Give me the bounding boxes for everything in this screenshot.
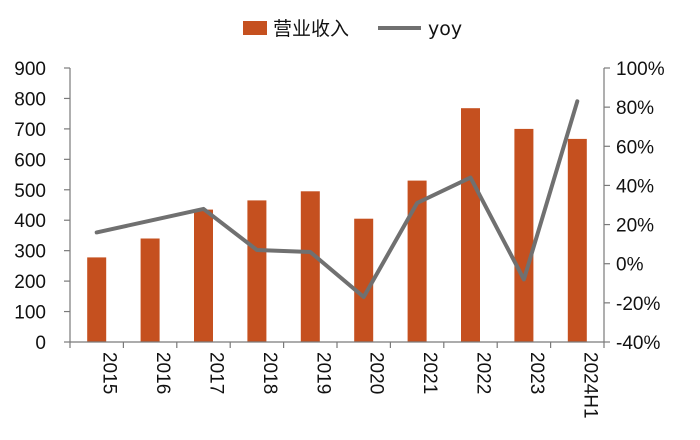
x-tick-label: 2016 [152, 352, 173, 394]
left-tick-label: 100 [14, 303, 46, 324]
left-tick-label: 400 [14, 211, 46, 232]
right-tick-label: 100% [616, 59, 665, 80]
left-tick-label: 300 [14, 242, 46, 263]
left-tick-label: 200 [14, 272, 46, 293]
right-tick-label: 0% [616, 255, 644, 276]
left-tick-label: 800 [14, 89, 46, 110]
x-tick-label: 2022 [473, 352, 494, 394]
left-tick-label: 0 [35, 333, 46, 354]
x-tick-label: 2020 [366, 352, 387, 394]
left-tick-label: 600 [14, 150, 46, 171]
legend-label-yoy: yoy [428, 18, 462, 40]
bar-2022 [461, 108, 480, 342]
right-tick-label: 60% [616, 137, 654, 158]
bar-2018 [247, 200, 267, 342]
bar-2020 [354, 218, 374, 342]
legend-label-revenue: 营业收入 [273, 18, 349, 40]
left-tick-label: 500 [14, 181, 46, 202]
x-tick-label: 2023 [526, 352, 547, 394]
x-tick-label: 2021 [419, 352, 440, 394]
bar-2024H1 [567, 138, 587, 342]
x-tick-label: 2017 [206, 352, 227, 394]
right-tick-label: 40% [616, 176, 654, 197]
bar-2019 [300, 191, 320, 342]
right-tick-label: 20% [616, 216, 654, 237]
right-tick-label: 80% [616, 98, 654, 119]
legend-swatch-revenue [243, 21, 267, 35]
bar-2017 [194, 209, 213, 342]
yoy-line [94, 99, 580, 299]
bar-layer [87, 108, 587, 342]
x-tick-label: 2019 [312, 352, 333, 394]
bar-2016 [140, 238, 160, 342]
x-tick-label: 2015 [99, 352, 120, 394]
line-layer [94, 99, 580, 299]
right-tick-label: -20% [616, 294, 660, 315]
bar-2015 [87, 257, 107, 342]
x-tick-label: 2024H1 [579, 352, 600, 419]
left-tick-label: 900 [14, 59, 46, 80]
legend: 营业收入 yoy [243, 18, 462, 40]
x-tick-label: 2018 [259, 352, 280, 394]
bar-2021 [407, 180, 427, 342]
bar-2023 [514, 128, 534, 342]
tick-layer: 0 100 200 300 400 500 600 700 800 900 -40% -20% 0% 20… [14, 59, 664, 419]
right-tick-label: -40% [616, 333, 660, 354]
left-tick-label: 700 [14, 120, 46, 141]
